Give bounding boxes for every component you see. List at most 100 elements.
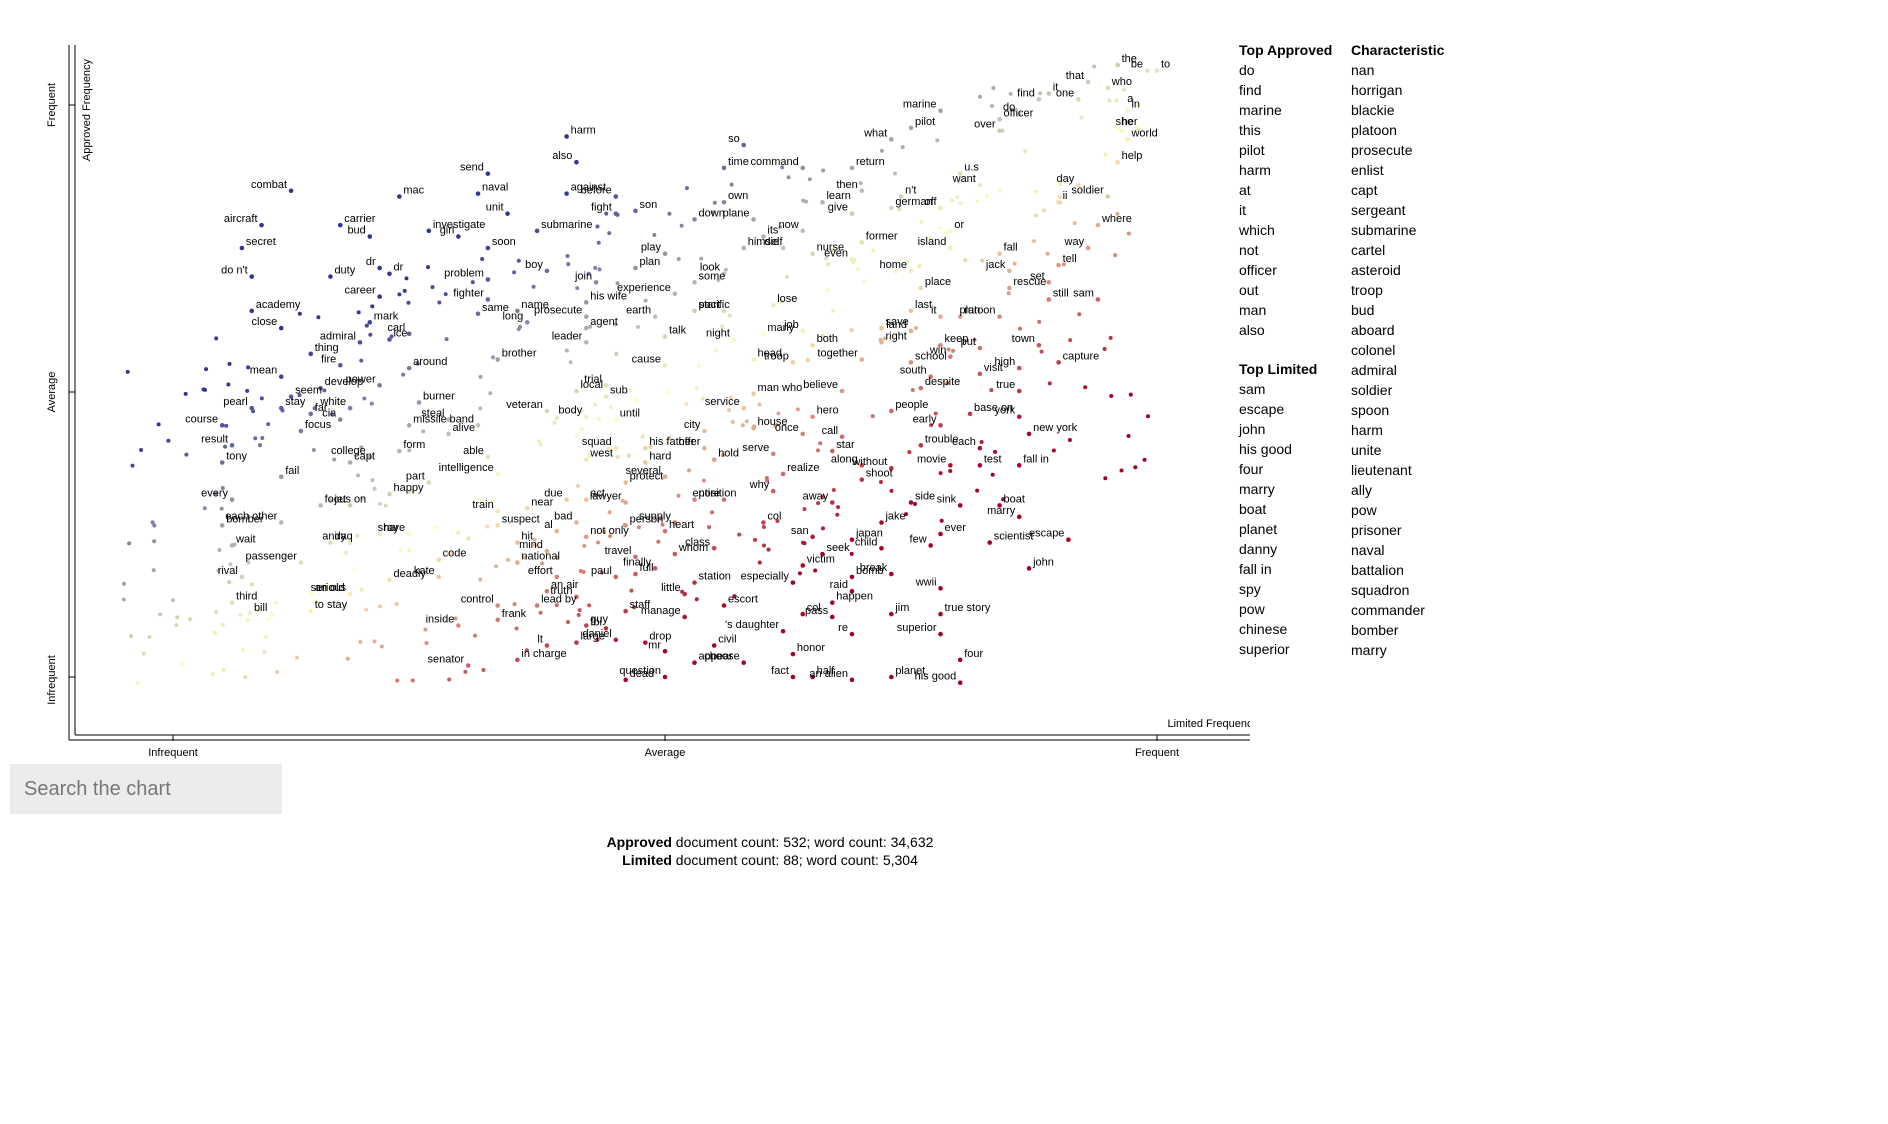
term-point[interactable] bbox=[130, 463, 135, 468]
term-point[interactable] bbox=[219, 506, 224, 511]
term-point[interactable] bbox=[889, 465, 894, 471]
term-label[interactable]: civil bbox=[718, 634, 736, 646]
term-point[interactable] bbox=[692, 308, 697, 314]
term-point[interactable] bbox=[667, 435, 672, 440]
term-label[interactable]: nurse bbox=[817, 242, 845, 254]
term-point[interactable] bbox=[820, 526, 825, 531]
term-point[interactable] bbox=[583, 314, 589, 319]
term-point[interactable] bbox=[377, 294, 382, 299]
term-point[interactable] bbox=[978, 94, 983, 99]
term-point[interactable] bbox=[505, 211, 510, 216]
term-label[interactable]: guy bbox=[590, 614, 608, 626]
term-point[interactable] bbox=[1016, 365, 1022, 371]
term-point[interactable] bbox=[831, 487, 836, 492]
term-point[interactable] bbox=[1115, 62, 1120, 68]
term-point[interactable] bbox=[1085, 79, 1091, 85]
term-point[interactable] bbox=[849, 677, 855, 683]
term-label[interactable]: sub bbox=[610, 385, 628, 397]
term-point[interactable] bbox=[720, 453, 725, 458]
term-point[interactable] bbox=[938, 586, 943, 591]
term-point[interactable] bbox=[416, 400, 422, 405]
term-point[interactable] bbox=[786, 175, 791, 180]
term-point[interactable] bbox=[202, 506, 207, 511]
term-point[interactable] bbox=[577, 608, 582, 613]
term-label[interactable]: fighter bbox=[453, 287, 484, 299]
term-label[interactable]: question bbox=[619, 665, 661, 677]
term-point[interactable] bbox=[918, 385, 924, 391]
term-point[interactable] bbox=[723, 267, 728, 272]
term-label[interactable]: york bbox=[994, 405, 1015, 417]
term-point[interactable] bbox=[512, 270, 517, 275]
term-label[interactable]: both bbox=[817, 333, 838, 345]
term-point[interactable] bbox=[188, 617, 193, 622]
term-point[interactable] bbox=[662, 674, 668, 680]
term-label[interactable]: son bbox=[639, 199, 657, 211]
term-point[interactable] bbox=[1145, 414, 1150, 419]
term-label[interactable]: train bbox=[472, 499, 493, 511]
term-point[interactable] bbox=[1016, 414, 1022, 420]
term-point[interactable] bbox=[246, 560, 251, 565]
term-point[interactable] bbox=[314, 598, 319, 603]
term-point[interactable] bbox=[426, 265, 431, 270]
term-point[interactable] bbox=[220, 622, 225, 627]
term-label[interactable]: several bbox=[626, 465, 661, 477]
term-point[interactable] bbox=[593, 265, 598, 270]
term-point[interactable] bbox=[217, 547, 222, 552]
term-point[interactable] bbox=[908, 308, 914, 314]
term-label[interactable]: town bbox=[1012, 333, 1035, 345]
term-point[interactable] bbox=[984, 194, 989, 199]
term-point[interactable] bbox=[171, 598, 176, 603]
term-label[interactable]: around bbox=[413, 356, 447, 368]
term-point[interactable] bbox=[552, 420, 557, 425]
term-point[interactable] bbox=[247, 610, 252, 615]
term-point[interactable] bbox=[991, 86, 996, 91]
term-label[interactable]: way bbox=[1064, 236, 1085, 248]
term-label[interactable]: island bbox=[918, 236, 947, 248]
term-label[interactable]: tell bbox=[1063, 253, 1077, 265]
term-label[interactable]: long bbox=[502, 310, 523, 322]
term-point[interactable] bbox=[648, 444, 653, 449]
term-label[interactable]: run bbox=[964, 305, 980, 317]
term-label[interactable]: aircraft bbox=[224, 213, 258, 225]
term-point[interactable] bbox=[544, 588, 550, 594]
term-point[interactable] bbox=[515, 657, 520, 663]
term-point[interactable] bbox=[485, 171, 491, 176]
term-point[interactable] bbox=[613, 194, 619, 199]
term-label[interactable]: national bbox=[521, 551, 560, 563]
characteristic-item[interactable]: enlist bbox=[1351, 162, 1384, 178]
term-point[interactable] bbox=[761, 331, 766, 337]
term-point[interactable] bbox=[1079, 115, 1084, 120]
term-point[interactable] bbox=[744, 419, 749, 424]
term-point[interactable] bbox=[1046, 91, 1052, 96]
term-point[interactable] bbox=[377, 382, 382, 388]
term-point[interactable] bbox=[662, 334, 668, 339]
term-point[interactable] bbox=[253, 436, 258, 441]
term-label[interactable]: due bbox=[544, 488, 562, 500]
term-label[interactable]: control bbox=[461, 594, 494, 606]
term-point[interactable] bbox=[344, 550, 349, 555]
term-point[interactable] bbox=[751, 217, 756, 222]
term-point[interactable] bbox=[574, 594, 579, 600]
term-point[interactable] bbox=[1001, 497, 1006, 502]
term-point[interactable] bbox=[485, 297, 491, 302]
term-label[interactable]: suspect bbox=[502, 513, 540, 525]
term-point[interactable] bbox=[156, 422, 161, 427]
term-point[interactable] bbox=[524, 320, 530, 325]
term-point[interactable] bbox=[574, 520, 579, 525]
term-point[interactable] bbox=[1115, 159, 1120, 165]
term-point[interactable] bbox=[1095, 297, 1101, 302]
term-point[interactable] bbox=[989, 388, 994, 393]
term-point[interactable] bbox=[377, 265, 382, 271]
term-label[interactable]: child bbox=[855, 536, 878, 548]
term-label[interactable]: it bbox=[1053, 82, 1059, 94]
term-label[interactable]: fire bbox=[321, 353, 336, 365]
term-point[interactable] bbox=[377, 531, 382, 537]
term-point[interactable] bbox=[800, 165, 806, 171]
term-point[interactable] bbox=[849, 588, 855, 594]
characteristic-item[interactable]: marry bbox=[1351, 642, 1387, 658]
term-label[interactable]: an old bbox=[315, 582, 345, 594]
term-point[interactable] bbox=[918, 285, 924, 291]
term-point[interactable] bbox=[1046, 280, 1052, 285]
term-point[interactable] bbox=[554, 574, 560, 580]
term-point[interactable] bbox=[127, 541, 132, 546]
